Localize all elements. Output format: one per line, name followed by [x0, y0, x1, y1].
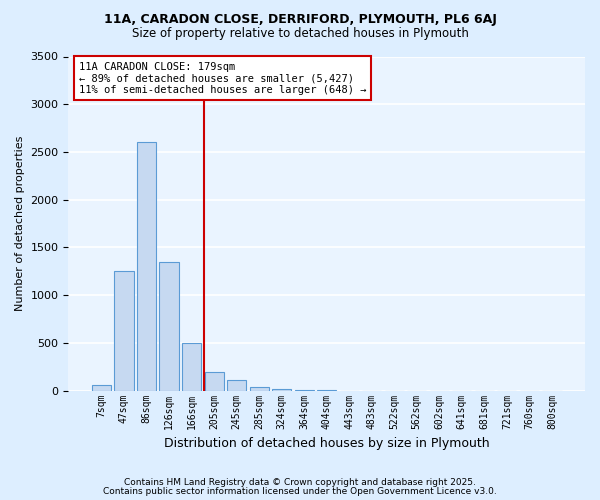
Y-axis label: Number of detached properties: Number of detached properties — [15, 136, 25, 312]
Text: Contains HM Land Registry data © Crown copyright and database right 2025.: Contains HM Land Registry data © Crown c… — [124, 478, 476, 487]
Bar — [137, 142, 156, 390]
Text: Size of property relative to detached houses in Plymouth: Size of property relative to detached ho… — [131, 28, 469, 40]
Text: Contains public sector information licensed under the Open Government Licence v3: Contains public sector information licen… — [103, 487, 497, 496]
Bar — [182, 343, 201, 390]
Bar — [250, 387, 269, 390]
Bar — [272, 389, 291, 390]
X-axis label: Distribution of detached houses by size in Plymouth: Distribution of detached houses by size … — [164, 437, 490, 450]
Text: 11A, CARADON CLOSE, DERRIFORD, PLYMOUTH, PL6 6AJ: 11A, CARADON CLOSE, DERRIFORD, PLYMOUTH,… — [104, 12, 496, 26]
Bar — [160, 262, 179, 390]
Text: 11A CARADON CLOSE: 179sqm
← 89% of detached houses are smaller (5,427)
11% of se: 11A CARADON CLOSE: 179sqm ← 89% of detac… — [79, 62, 366, 94]
Bar — [115, 272, 134, 390]
Bar — [92, 386, 111, 390]
Bar — [227, 380, 246, 390]
Bar — [205, 372, 224, 390]
